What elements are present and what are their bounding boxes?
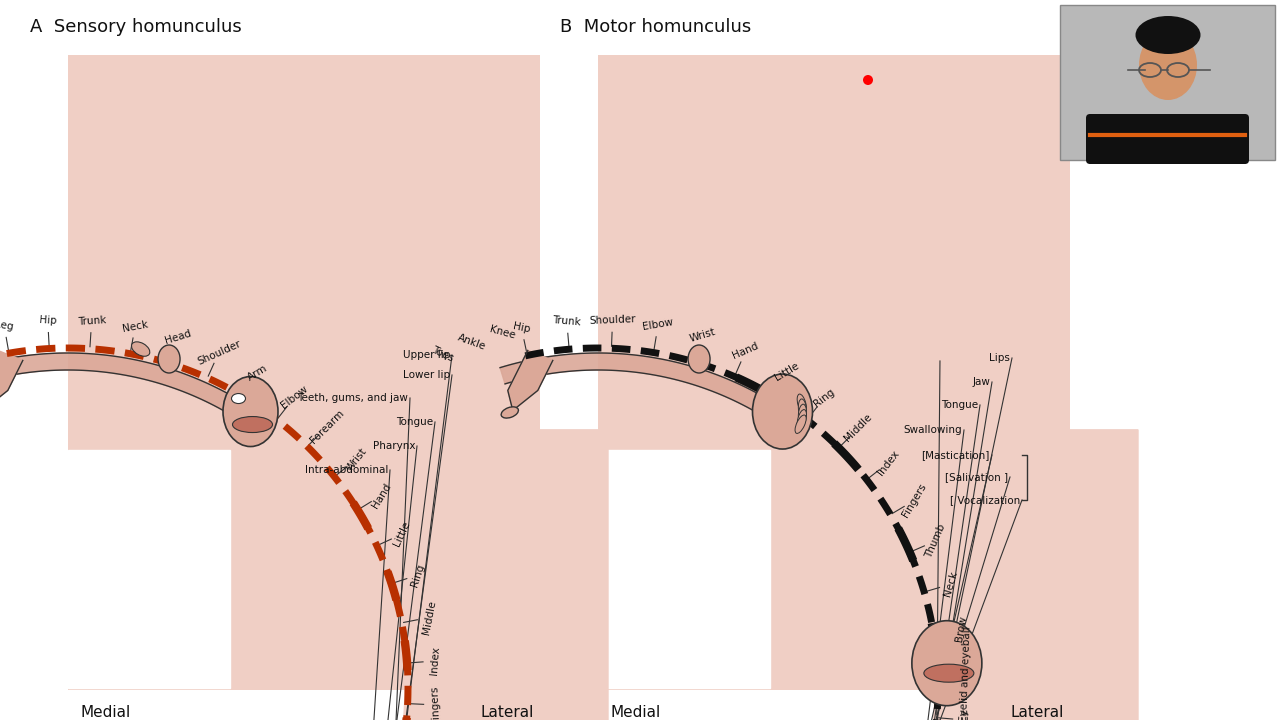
Text: [ Vocalization: [ Vocalization [950,495,1020,505]
Text: Hand: Hand [731,341,760,361]
Text: Ankle: Ankle [457,333,488,352]
Text: Face: Face [959,708,970,720]
Text: Swallowing: Swallowing [904,425,963,435]
Text: Lips: Lips [989,353,1010,363]
Text: Trunk: Trunk [552,315,581,328]
Text: Toes: Toes [430,345,454,364]
Ellipse shape [753,374,813,449]
Text: Fingers: Fingers [430,686,442,720]
Ellipse shape [502,407,518,418]
Circle shape [863,75,873,85]
FancyBboxPatch shape [1085,114,1249,164]
Text: Tongue: Tongue [396,417,433,427]
Text: Jaw: Jaw [972,377,989,387]
Text: Tongue: Tongue [941,400,978,410]
Ellipse shape [911,621,982,706]
Text: Head: Head [164,328,192,346]
Text: Upper lip: Upper lip [403,350,451,360]
Text: Index: Index [429,647,442,675]
Ellipse shape [157,345,180,373]
Text: [Mastication]: [Mastication] [922,450,989,460]
Polygon shape [68,430,608,720]
Text: Fingers: Fingers [901,482,928,519]
Text: Middle: Middle [421,600,438,635]
Ellipse shape [799,399,806,419]
Polygon shape [0,353,260,428]
FancyBboxPatch shape [1060,5,1275,160]
Text: Hand: Hand [370,481,393,510]
Text: A  Sensory homunculus: A Sensory homunculus [29,18,242,36]
Ellipse shape [797,394,806,413]
Ellipse shape [924,664,974,682]
Polygon shape [598,430,1138,720]
Polygon shape [508,351,553,410]
Text: B  Motor homunculus: B Motor homunculus [561,18,751,36]
Ellipse shape [1135,16,1201,54]
Text: Lower lip: Lower lip [403,370,451,380]
Text: Medial: Medial [79,705,131,720]
Text: Thumb: Thumb [924,523,947,559]
Text: [Salivation ]: [Salivation ] [945,472,1009,482]
FancyBboxPatch shape [68,55,540,690]
Ellipse shape [232,394,246,403]
Text: Eyelid and eyeball: Eyelid and eyeball [959,626,973,720]
Text: Intra-abdominal: Intra-abdominal [305,465,388,475]
Ellipse shape [223,377,278,446]
Text: Shoulder: Shoulder [589,315,636,326]
Text: Ring: Ring [812,387,837,409]
Text: Medial: Medial [611,705,660,720]
Ellipse shape [797,410,806,429]
Text: Middle: Middle [842,413,874,444]
Polygon shape [598,450,771,688]
Text: Hip: Hip [38,315,56,326]
Ellipse shape [233,417,273,433]
Text: Little: Little [392,520,412,548]
Text: Trunk: Trunk [77,315,106,327]
Text: Forearm: Forearm [308,408,346,446]
Text: Pharynx: Pharynx [372,441,415,451]
Ellipse shape [132,342,150,356]
Text: Wrist: Wrist [344,446,369,473]
Text: Brow: Brow [954,615,968,642]
Text: Leg: Leg [0,319,14,332]
FancyBboxPatch shape [598,55,1070,690]
Text: Hip: Hip [512,321,531,335]
Ellipse shape [799,404,806,424]
Text: Lateral: Lateral [1010,705,1064,720]
Text: Wrist: Wrist [689,327,717,344]
Text: Teeth, gums, and jaw: Teeth, gums, and jaw [297,393,408,403]
Text: Neck: Neck [942,570,960,598]
Text: Index: Index [876,448,901,477]
Text: Arm: Arm [246,363,270,382]
Text: Knee: Knee [489,324,517,341]
Text: Ring: Ring [410,562,426,588]
Text: Shoulder: Shoulder [196,338,242,366]
Polygon shape [500,353,790,428]
Polygon shape [68,450,230,688]
Ellipse shape [1139,30,1197,100]
Text: Neck: Neck [122,319,148,333]
Text: Elbow: Elbow [279,384,310,411]
Text: Lateral: Lateral [480,705,534,720]
Polygon shape [0,351,23,410]
Ellipse shape [795,415,806,433]
Ellipse shape [689,345,710,373]
Text: Elbow: Elbow [643,318,675,333]
Text: Little: Little [773,361,800,383]
